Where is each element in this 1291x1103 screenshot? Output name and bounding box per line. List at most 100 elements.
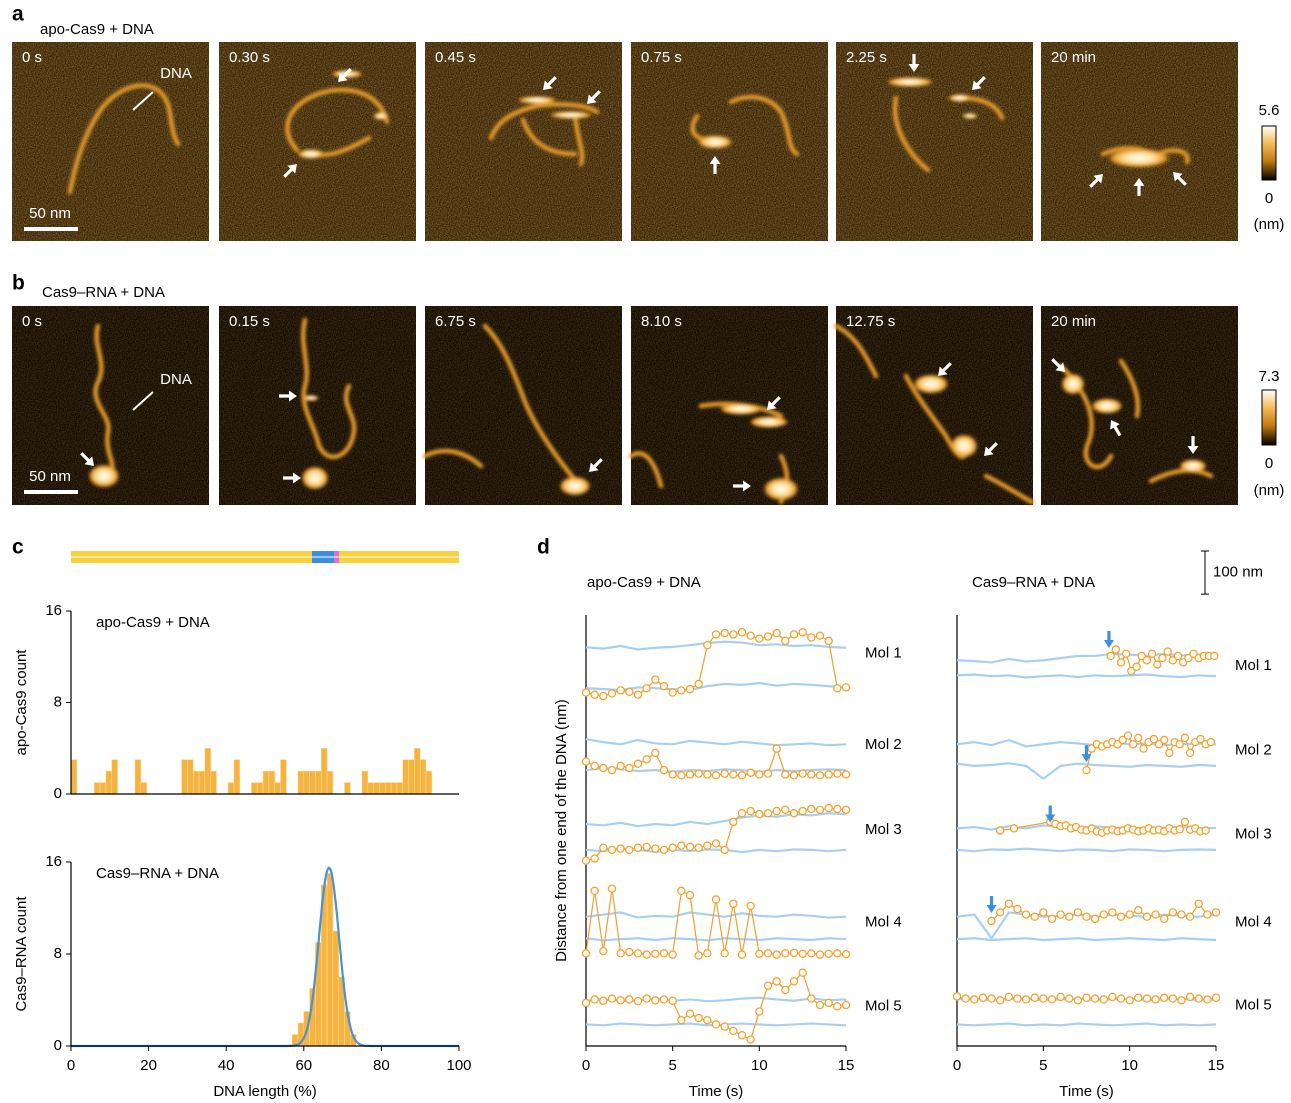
cas9-position [1065,912,1074,921]
dna-end-trace [956,673,1217,679]
cas9-position [685,1009,695,1018]
cas9-position [581,998,591,1008]
cas9-position [703,640,712,650]
cas9-position [599,843,608,852]
cas9-position [590,761,599,771]
frame-noise [836,306,1033,505]
cas9-position [1168,994,1178,1003]
cas9-position [1177,996,1186,1005]
cas9-position [668,688,677,697]
cas9-position [642,994,651,1003]
cas9-position [824,998,833,1008]
cas9-position [833,684,842,693]
cas9-position [607,765,617,775]
cas9-position [781,805,790,815]
cas9-position [841,1000,851,1010]
dna-strand [892,95,931,173]
afm-frame: 12.75 s [833,306,1035,505]
cas9-position [607,689,617,698]
dna-end-trace [585,681,847,692]
cas9-position [841,683,851,692]
colorbar-min: 0 [1265,455,1273,472]
cas9-position [1180,817,1190,827]
protein [1107,148,1171,168]
cas9-position [763,769,773,778]
dna-end-trace [956,937,1217,942]
cas9-position [824,803,833,813]
cas9-position [995,908,1005,917]
cas9-position [1194,994,1203,1003]
cas9-position [798,968,807,977]
cas9-position [1149,734,1159,744]
histogram-bar [198,770,206,795]
cas9-position [616,949,625,958]
cas9-position [1159,993,1169,1002]
molecule-label: Mol 1 [865,644,902,661]
cas9-position [789,948,799,958]
panel-title: Cas9–RNA + DNA [42,284,165,301]
histogram-bar [414,747,421,795]
cas9-position [1056,992,1065,1002]
protein [303,395,319,401]
cas9-position [1137,651,1146,661]
cas9-position [1108,908,1117,917]
cas9-position [1139,744,1148,753]
cas9-position [668,843,677,852]
dna-strands [285,70,390,159]
cas9-position [677,1015,686,1025]
cas9-position [651,748,660,758]
cas9-position [841,805,851,815]
frame-time: 6.75 s [435,313,476,330]
histogram-bar [256,782,264,795]
cas9-position [815,771,825,780]
cas9-position [1185,992,1195,1002]
protein [1091,398,1123,414]
cas9-position [642,684,651,693]
cas9-position [1185,748,1195,758]
dna-strands [690,94,800,157]
histogram-bar [181,759,188,795]
dna-end-trace [585,911,847,919]
afm-frame: 20 min [1041,306,1238,505]
histogram-bar [70,759,78,795]
cas9-position [651,675,660,684]
dna-pointer [132,91,154,111]
histogram-bar [326,873,334,1047]
cas9-position [737,1031,747,1040]
protein [549,111,593,119]
frame-time: 0.15 s [229,313,270,330]
cas9-position [1090,914,1100,924]
cas9-position [1153,660,1162,669]
cas9-position [659,681,669,691]
cas9-position [815,631,825,640]
dna-strand [301,317,357,459]
cas9-position [1211,993,1221,1002]
cas9-position [590,886,599,896]
x-tick-label: 0 [953,1057,961,1074]
cas9-position [677,886,686,896]
cas9-position [789,977,799,986]
cas9-position [685,684,695,694]
cas9-position [625,995,634,1004]
histogram-bar [268,770,276,795]
dna-end-trace [585,640,847,651]
cas9-position [651,949,660,958]
cas9-position [1125,910,1134,919]
dna-strand [422,448,484,469]
cas9-position [616,844,625,853]
cas9-position [720,769,729,778]
cas9-position [659,845,669,855]
scale-bar-label: 50 nm [29,468,71,485]
cas9-position [841,770,851,779]
dna-strand [833,323,879,379]
cas9-position [1099,910,1108,919]
protein [962,113,978,119]
colorbar-max: 5.6 [1259,102,1280,119]
afm-frame: 0 s [12,42,209,241]
panel-label: b [12,272,25,295]
colorbar-unit: (nm) [1254,482,1285,499]
protein [948,94,972,102]
panel-label: d [537,536,550,559]
cas9-position [1004,992,1014,1002]
x-tick-label: 10 [751,1057,768,1074]
